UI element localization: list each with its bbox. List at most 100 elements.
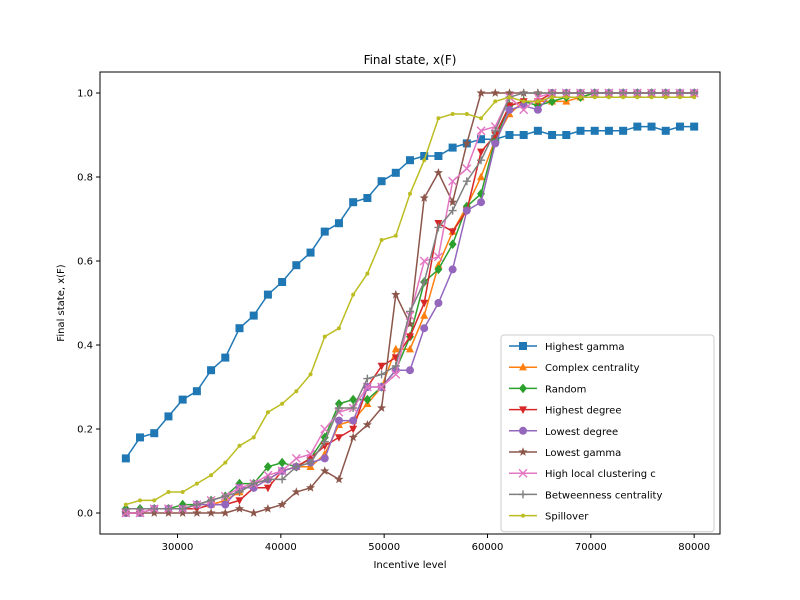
data-point xyxy=(292,261,301,270)
x-tick-label: 60000 xyxy=(472,542,504,553)
data-point xyxy=(550,95,555,100)
data-point xyxy=(220,508,230,517)
data-point xyxy=(351,292,356,297)
data-point xyxy=(606,95,611,100)
data-point xyxy=(434,299,443,307)
data-point xyxy=(406,156,414,165)
data-point xyxy=(477,172,486,181)
data-point xyxy=(192,500,201,509)
data-point xyxy=(405,311,415,321)
data-point xyxy=(391,168,400,177)
data-point xyxy=(391,289,401,299)
legend-entry: Lowest gamma xyxy=(509,447,621,459)
y-tick-label: 0.0 xyxy=(77,509,93,520)
data-point xyxy=(391,362,400,370)
data-point xyxy=(377,403,387,412)
data-point xyxy=(621,95,626,100)
data-point xyxy=(519,105,529,115)
data-point xyxy=(448,197,458,207)
data-point xyxy=(308,372,313,377)
data-point xyxy=(251,435,256,440)
data-point xyxy=(592,95,597,100)
data-point xyxy=(690,122,699,131)
data-point xyxy=(434,264,443,275)
data-point xyxy=(533,89,542,97)
data-point xyxy=(507,95,512,100)
data-point xyxy=(477,189,486,199)
data-point xyxy=(320,454,329,463)
data-point xyxy=(462,177,471,186)
data-point xyxy=(263,462,272,472)
x-tick-label: 70000 xyxy=(575,542,607,553)
data-point xyxy=(164,412,173,421)
data-point xyxy=(277,466,287,476)
y-tick-label: 0.4 xyxy=(77,341,93,352)
data-point xyxy=(576,126,585,135)
data-point xyxy=(408,191,412,196)
series-spillover xyxy=(123,95,697,507)
data-point xyxy=(420,152,429,160)
data-point xyxy=(150,504,159,513)
data-point xyxy=(448,228,457,236)
data-point xyxy=(464,112,469,116)
data-point xyxy=(263,475,272,484)
data-point xyxy=(180,490,185,494)
data-point xyxy=(221,492,230,501)
data-point xyxy=(123,502,128,507)
data-point xyxy=(164,504,173,513)
data-point xyxy=(291,487,301,496)
legend-label: Highest gamma xyxy=(545,342,625,353)
legend-marker xyxy=(519,490,527,499)
axis-ticks: 30000 40000 50000 60000 70000 80000 0.0 0.2 0.4 0… xyxy=(77,89,710,554)
data-point xyxy=(235,488,244,496)
data-point xyxy=(477,198,486,207)
data-point xyxy=(462,164,472,174)
data-point xyxy=(178,504,187,513)
data-point xyxy=(649,95,654,100)
data-point xyxy=(533,126,542,135)
legend-entry: Betweenness centrality xyxy=(509,490,662,501)
data-point xyxy=(562,131,571,139)
data-point xyxy=(278,457,287,468)
legend-marker xyxy=(519,362,527,371)
data-point xyxy=(152,498,157,503)
data-point xyxy=(121,454,130,463)
data-point xyxy=(406,333,414,341)
data-point xyxy=(419,256,429,266)
data-point xyxy=(348,432,358,442)
series-betweenness-centrality xyxy=(121,89,699,513)
data-point xyxy=(448,239,457,249)
data-point xyxy=(476,126,486,136)
data-point xyxy=(393,233,398,238)
data-point xyxy=(292,462,301,471)
data-point xyxy=(519,89,528,97)
legend-label: Spillover xyxy=(545,512,589,523)
legend-marker xyxy=(518,468,528,478)
data-point xyxy=(434,223,443,232)
data-point xyxy=(493,99,498,104)
data-point xyxy=(548,131,557,139)
data-point xyxy=(647,122,656,131)
data-point xyxy=(263,504,273,513)
data-point xyxy=(136,433,145,442)
legend-label: High local clustering c xyxy=(545,469,656,480)
data-point xyxy=(420,311,429,319)
data-point xyxy=(306,248,315,257)
data-point xyxy=(477,148,486,157)
data-point xyxy=(265,410,270,415)
data-point xyxy=(406,344,414,353)
legend-marker xyxy=(518,447,528,456)
data-point xyxy=(519,131,528,139)
data-point xyxy=(633,122,642,131)
data-point xyxy=(305,483,316,492)
data-point xyxy=(491,126,500,135)
data-point xyxy=(379,238,384,242)
data-point xyxy=(377,370,386,379)
legend-entry: Complex centrality xyxy=(509,362,640,374)
x-tick-label: 80000 xyxy=(678,542,710,553)
legend-frame xyxy=(500,334,715,533)
data-point xyxy=(294,389,299,394)
data-point xyxy=(377,382,387,392)
data-point xyxy=(278,278,287,286)
data-point xyxy=(277,499,287,509)
